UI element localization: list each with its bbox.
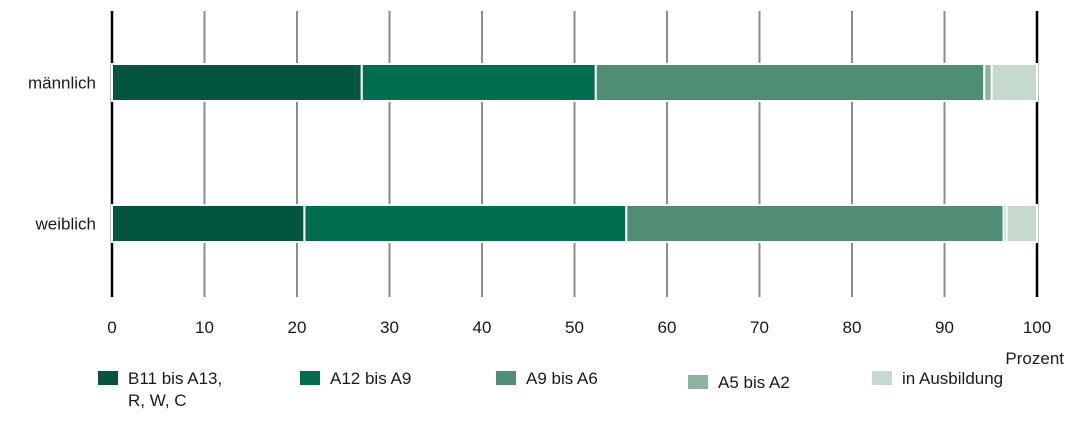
legend-swatch: [688, 375, 708, 389]
legend-swatch: [98, 371, 118, 385]
x-tick-labels: 0 10 20 30 40 50 60 70 80 90 100: [107, 318, 1051, 337]
gridlines: [110, 11, 1039, 297]
x-tick-label: 0: [107, 318, 116, 337]
bar-segment-1-2: [360, 63, 597, 102]
bar-segment-1-3: [594, 63, 986, 102]
legend-label: B11 bis A13, R, W, C: [128, 369, 223, 410]
legend-item: A5 bis A2: [688, 372, 790, 394]
bar-segment-2-1: [111, 204, 306, 243]
x-tick-label: 20: [288, 318, 307, 337]
x-tick-label: 70: [750, 318, 769, 337]
category-labels: männlich weiblich: [28, 74, 96, 234]
bars: [111, 63, 1038, 243]
x-tick-label: 80: [843, 318, 862, 337]
legend: B11 bis A13, R, W, C A12 bis A9 A9 bis A6 A…: [0, 368, 1069, 421]
x-tick-label: 30: [380, 318, 399, 337]
legend-label: in Ausbildung: [902, 369, 1004, 388]
x-tick-label: 100: [1023, 318, 1051, 337]
legend-item: in Ausbildung: [872, 368, 1003, 390]
x-tick-label: 40: [473, 318, 492, 337]
category-label: männlich: [28, 74, 96, 93]
bar-segment-1-1: [111, 63, 363, 102]
bar-segment-2-5: [1005, 204, 1038, 243]
legend-label: A9 bis A6: [526, 369, 598, 388]
legend-item: B11 bis A13, R, W, C: [98, 368, 222, 412]
legend-item: A12 bis A9: [300, 368, 411, 390]
category-label: weiblich: [35, 215, 96, 234]
legend-swatch: [300, 371, 320, 385]
bar-segment-2-2: [303, 204, 628, 243]
x-tick-label: 10: [195, 318, 214, 337]
legend-swatch: [496, 371, 516, 385]
legend-item: A9 bis A6: [496, 368, 598, 390]
legend-swatch: [872, 371, 892, 385]
x-tick-label: 90: [935, 318, 954, 337]
bar-segment-2-3: [625, 204, 1005, 243]
x-tick-label: 50: [565, 318, 584, 337]
x-tick-label: 60: [658, 318, 677, 337]
bar-segment-1-5: [990, 63, 1038, 102]
legend-label: A5 bis A2: [718, 373, 790, 392]
bar-segment-1-4: [983, 63, 993, 102]
x-axis-unit-label: Prozent: [1005, 349, 1064, 368]
legend-label: A12 bis A9: [330, 369, 412, 388]
